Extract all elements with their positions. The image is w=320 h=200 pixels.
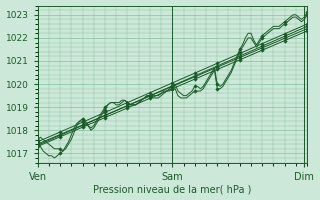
- X-axis label: Pression niveau de la mer( hPa ): Pression niveau de la mer( hPa ): [93, 184, 252, 194]
